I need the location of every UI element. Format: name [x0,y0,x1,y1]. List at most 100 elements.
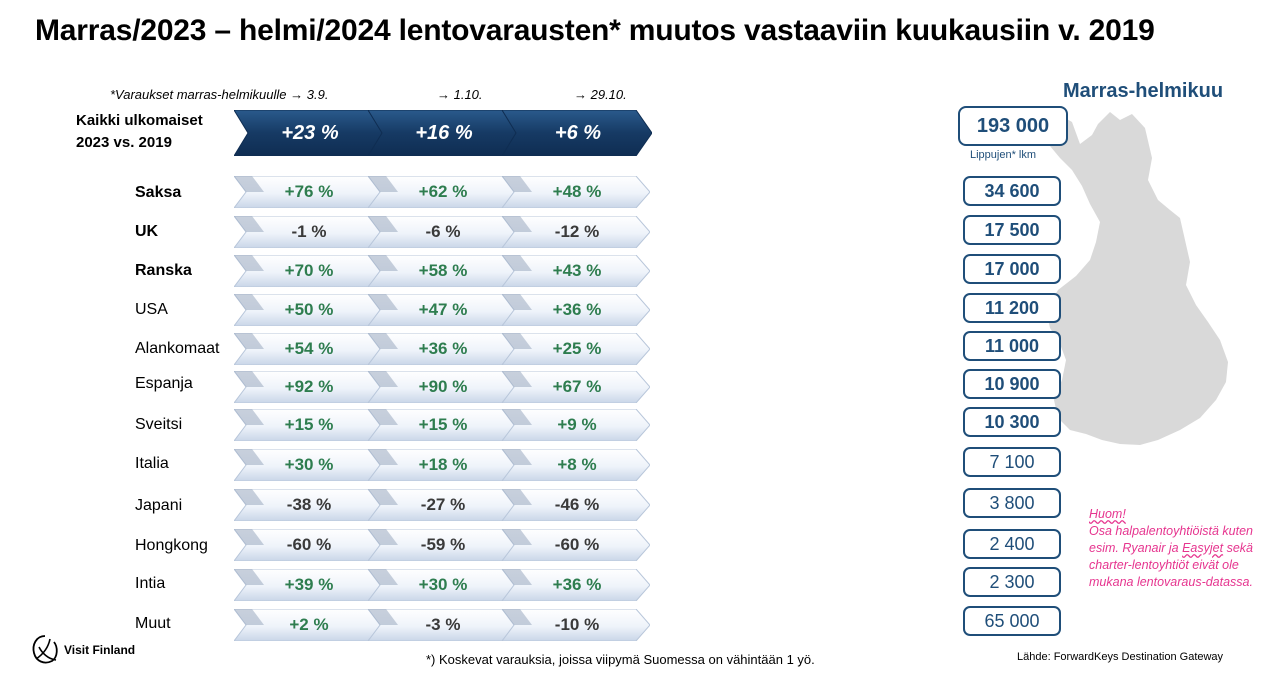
change-chevron-r7-c1-shape [368,449,516,481]
all-foreign-chevron-2-value: +16 % [415,121,473,144]
change-chevron-r6-c0: +15 % [234,409,382,441]
change-chevron-r6-c0-shape [234,409,382,441]
change-chevron-r8-c0: -38 % [234,489,382,521]
change-chevron-r2-c0: +70 % [234,255,382,287]
change-chevron-r4-c0-value: +54 % [284,339,334,358]
change-chevron-r5-c2-shape [502,371,650,403]
change-chevron-r5-c0: +92 % [234,371,382,403]
change-chevron-r6-c1: +15 % [368,409,516,441]
change-chevron-r0-c1-value: +62 % [418,182,468,201]
visit-finland-logo: Visit Finland [30,633,135,667]
change-chevron-r4-c2-shape [502,333,650,365]
finland-shape [1046,112,1228,445]
change-chevron-r0-c2: +48 % [502,176,650,208]
change-chevron-r6-c0-value: +15 % [284,415,334,434]
change-chevron-r4-c0: +54 % [234,333,382,365]
change-chevron-r10-c0-value: +39 % [284,575,334,594]
ticket-count-box: 11 200 [963,293,1061,323]
note-body: Osa halpalentoyhtiöistä kuten esim. Ryan… [1089,523,1264,591]
country-label: USA [135,301,168,318]
total-tickets-box: 193 000 [958,106,1068,146]
change-chevron-r10-c2: +36 % [502,569,650,601]
change-chevron-r11-c2-shape [502,609,650,641]
change-chevron-r11-c2-value: -10 % [554,615,600,634]
change-chevron-r5-c0-shape [234,371,382,403]
note-underlined: Easyjet [1182,541,1224,555]
change-chevron-r3-c1-shape [368,294,516,326]
change-chevron-r2-c0-value: +70 % [284,261,334,280]
change-chevron-r4-c1-shape [368,333,516,365]
ticket-count-box: 17 000 [963,254,1061,284]
change-chevron-r2-c1-shape [368,255,516,287]
note-text-2: sekä charter-lentoyhtiöt eivät ole mukan… [1089,541,1253,589]
country-label: UK [135,223,159,240]
country-label: Sveitsi [135,416,183,433]
change-chevron-r7-c1-value: +18 % [418,455,468,474]
finland-map [1046,112,1228,445]
all-foreign-label-line2: 2023 vs. 2019 [76,134,172,151]
change-chevron-r7-c0: +30 % [234,449,382,481]
change-chevron-r2-c1: +58 % [368,255,516,287]
change-chevron-r3-c0-value: +50 % [284,300,334,319]
ticket-count-box: 17 500 [963,215,1061,245]
change-chevron-r9-c0: -60 % [234,529,382,561]
change-chevron-r0-c0: +76 % [234,176,382,208]
country-label: Hongkong [135,537,208,554]
change-chevron-r8-c1: -27 % [368,489,516,521]
change-chevron-r9-c1-value: -59 % [420,535,466,554]
change-chevron-r4-c0-shape [234,333,382,365]
change-chevron-r5-c1-shape [368,371,516,403]
change-chevron-r1-c2-value: -12 % [554,222,600,241]
change-chevron-r6-c1-value: +15 % [418,415,468,434]
change-chevron-r4-c1-value: +36 % [418,339,468,358]
change-chevron-r0-c1: +62 % [368,176,516,208]
change-chevron-r5-c2: +67 % [502,371,650,403]
change-chevron-r1-c2: -12 % [502,216,650,248]
change-chevron-r4-c1: +36 % [368,333,516,365]
change-chevron-r1-c1-value: -6 % [425,222,461,241]
change-chevron-r4-c2: +25 % [502,333,650,365]
ticket-count-box: 2 300 [963,567,1061,597]
change-chevron-r2-c1-value: +58 % [418,261,468,280]
total-tickets-label: Lippujen* lkm [970,149,1037,161]
change-chevron-r9-c2: -60 % [502,529,650,561]
country-label: Muut [135,615,171,632]
footnote: *) Koskevat varauksia, joissa viipymä Su… [426,652,815,667]
change-chevron-r11-c1-value: -3 % [425,615,461,634]
change-chevron-r9-c1-shape [368,529,516,561]
change-chevron-r3-c2: +36 % [502,294,650,326]
change-chevron-r1-c1-shape [368,216,516,248]
change-chevron-r2-c2-value: +43 % [552,261,602,280]
change-chevron-r6-c1-shape [368,409,516,441]
change-chevron-r0-c2-shape [502,176,650,208]
country-label: Espanja [135,375,193,392]
change-chevron-r8-c1-value: -27 % [420,495,466,514]
note-heading: Huom! [1089,507,1126,521]
change-chevron-r3-c2-value: +36 % [552,300,602,319]
ticket-count-box: 10 900 [963,369,1061,399]
all-foreign-label: Kaikki ulkomaiset 2023 vs. 2019 [76,110,203,154]
change-chevron-r8-c2-value: -46 % [554,495,600,514]
change-chevron-r9-c0-shape [234,529,382,561]
change-chevron-r5-c0-value: +92 % [284,377,334,396]
change-chevron-r10-c0-shape [234,569,382,601]
change-chevron-r0-c2-value: +48 % [552,182,602,201]
change-chevron-r1-c2-shape [502,216,650,248]
change-chevron-r7-c2-value: +8 % [557,455,597,474]
change-chevron-r7-c1: +18 % [368,449,516,481]
change-chevron-r11-c1: -3 % [368,609,516,641]
change-chevron-r5-c2-value: +67 % [552,377,602,396]
ticket-count-box: 10 300 [963,407,1061,437]
change-chevron-r10-c0: +39 % [234,569,382,601]
note-text-1: Osa halpalentoyhtiöistä kuten esim. Ryan… [1089,524,1253,555]
booking-note-3: → 29.10. [574,87,627,102]
visit-finland-logo-text: Visit Finland [64,643,136,657]
ticket-count-box: 3 800 [963,488,1061,518]
change-chevron-r1-c1: -6 % [368,216,516,248]
change-chevron-r0-c0-value: +76 % [284,182,334,201]
booking-note-1: *Varaukset marras-helmikuulle → 3.9. [110,87,329,102]
all-foreign-chevron-1-shape [234,110,384,156]
change-chevron-r11-c2: -10 % [502,609,650,641]
country-label: Ranska [135,262,192,279]
change-chevron-r6-c2-value: +9 % [557,415,597,434]
